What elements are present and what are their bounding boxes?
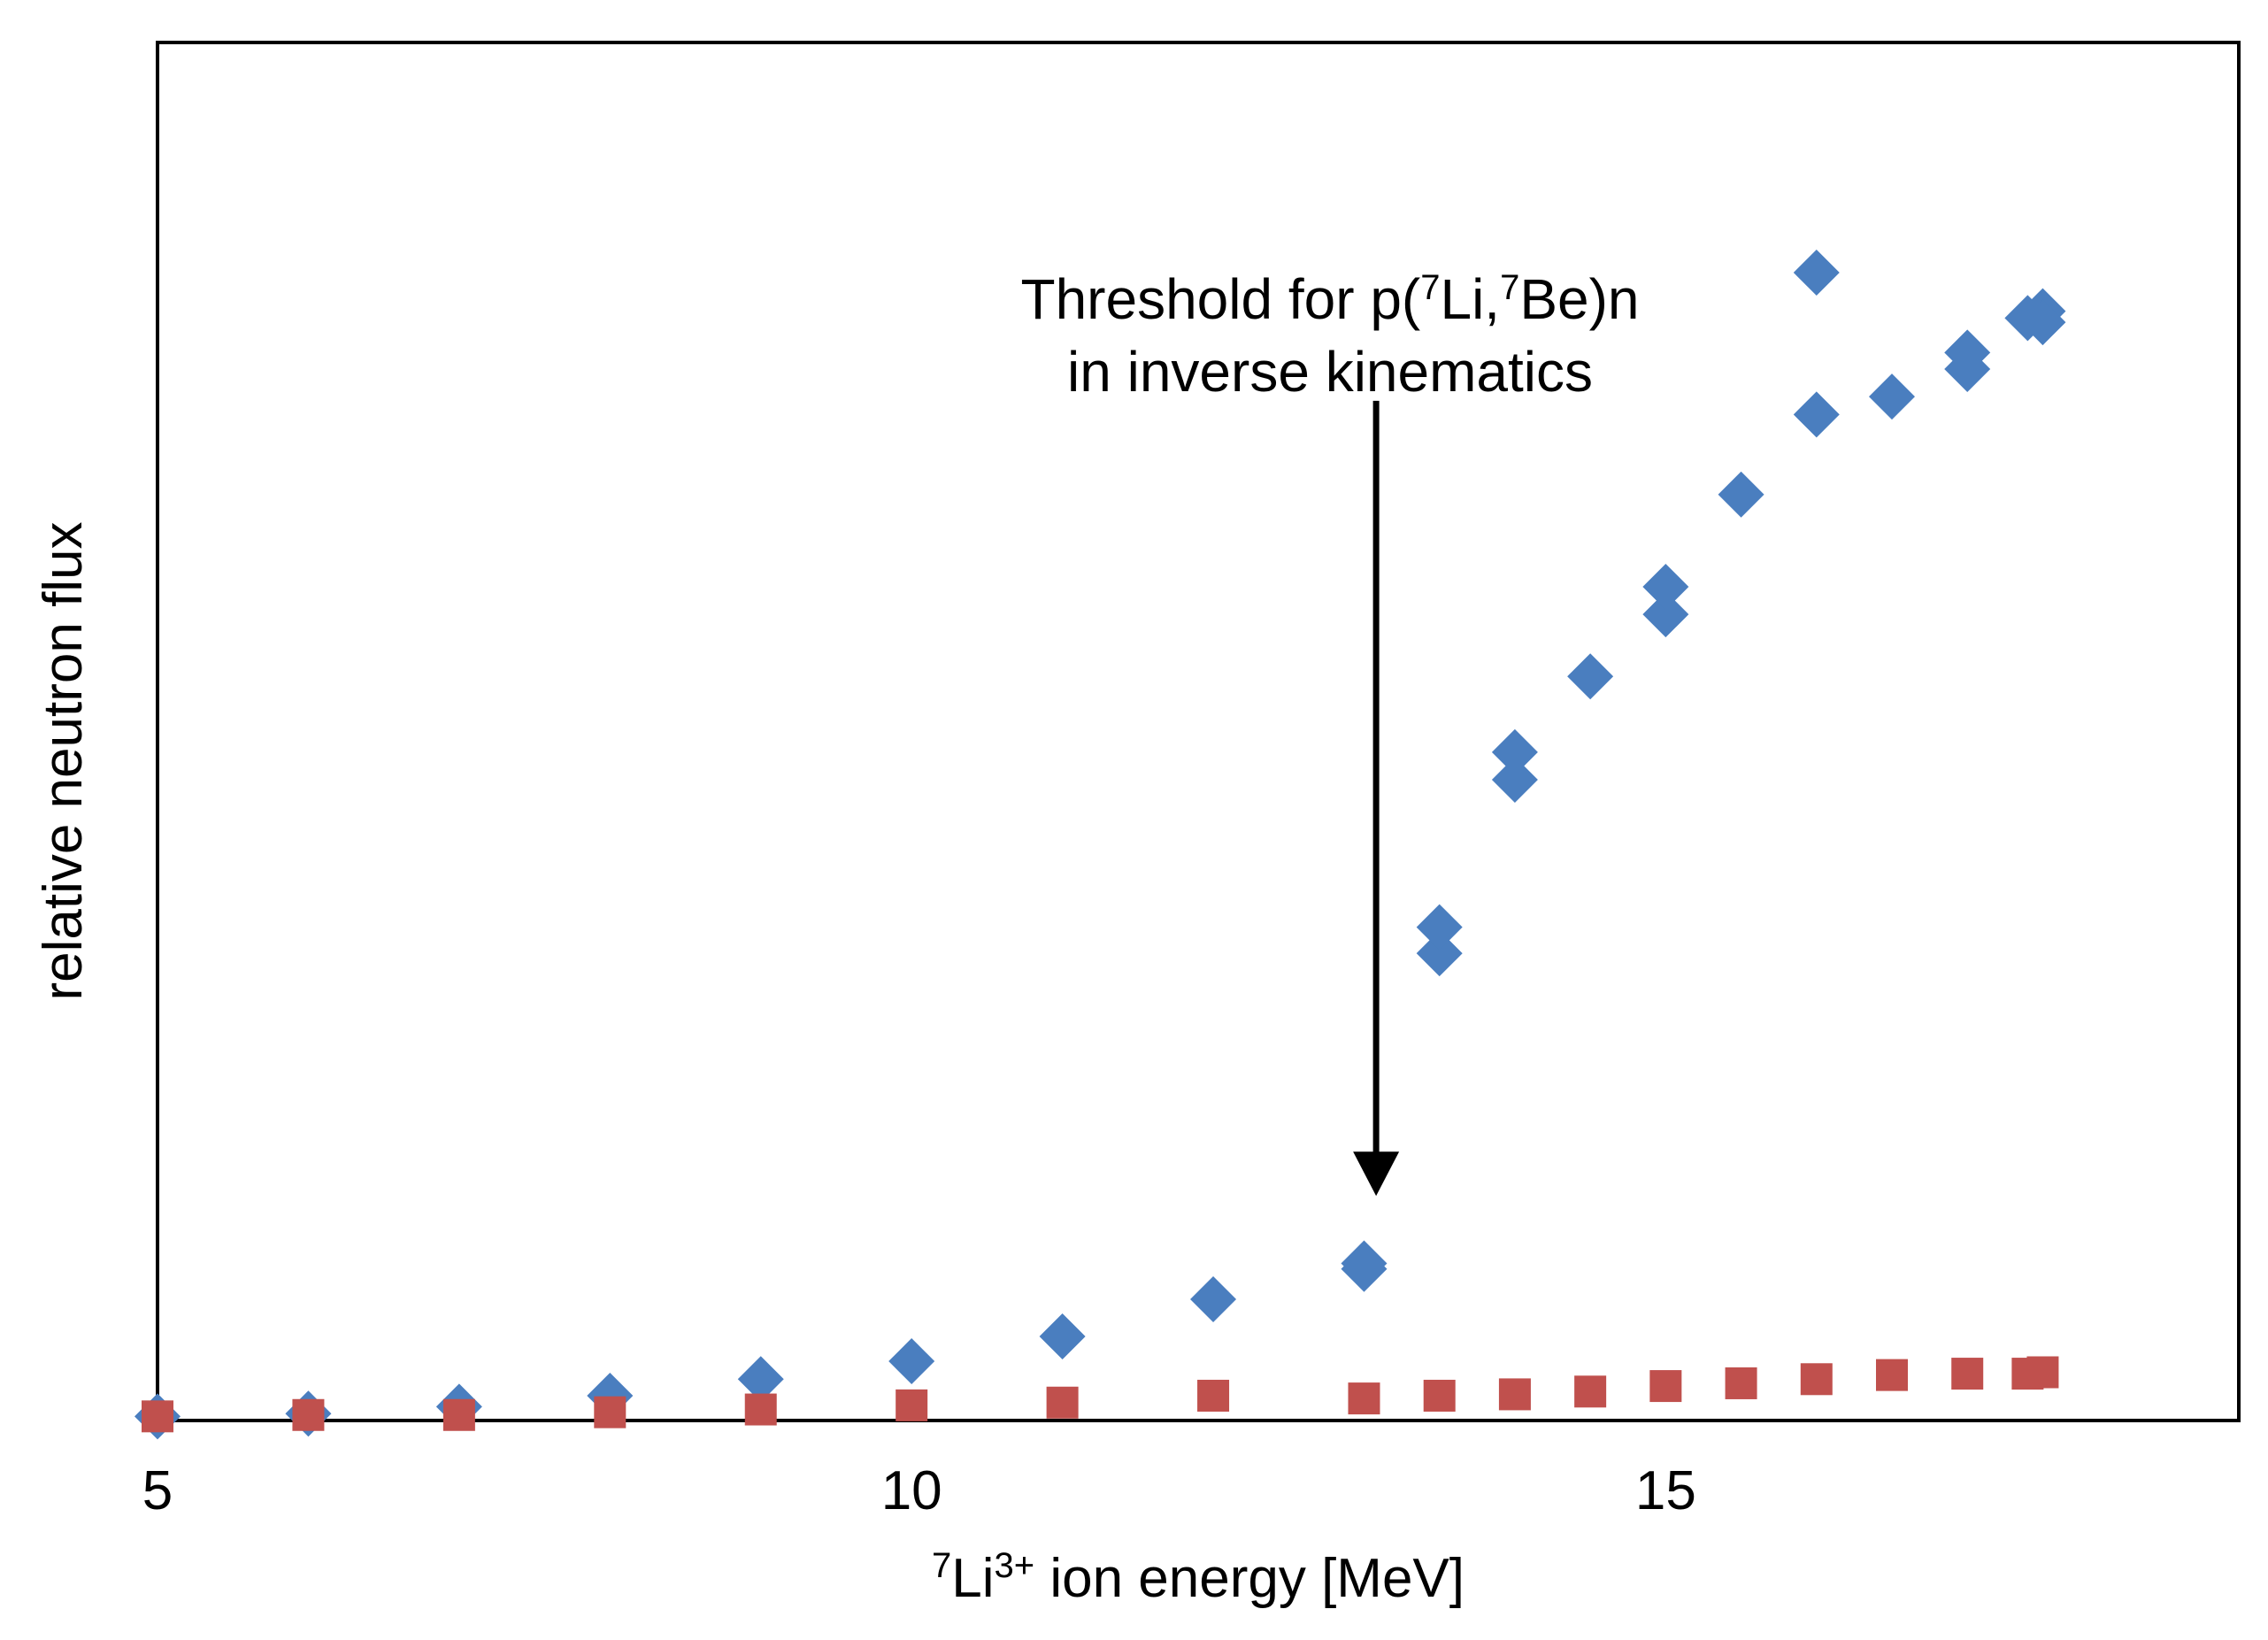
diamond-point: [1190, 1275, 1237, 1322]
x-axis-ticks: 5 10 15: [142, 1460, 1696, 1521]
diamond-point: [1718, 471, 1764, 518]
diamond-point: [1642, 564, 1689, 611]
square-point: [1423, 1379, 1456, 1412]
annotation-line-2: in inverse kinematics: [1067, 340, 1593, 404]
diamond-point: [1416, 930, 1463, 977]
x-tick-label-5: 5: [142, 1460, 173, 1521]
square-point: [896, 1389, 928, 1421]
plot-frame: [156, 41, 2241, 1422]
annotation-superscript-7b: 7: [1500, 268, 1519, 307]
annotation-superscript-7a: 7: [1420, 268, 1440, 307]
square-point: [1498, 1378, 1531, 1411]
x-axis-label-superscript-charge: 3+: [994, 1546, 1034, 1585]
annotation-line-1: Threshold for p(7Li,7Be)n: [1020, 267, 1639, 331]
diamond-point: [737, 1356, 784, 1403]
square-point: [1951, 1358, 1984, 1390]
diamond-point: [1039, 1313, 1086, 1360]
diamond-point: [1793, 391, 1840, 438]
x-tick-label-15: 15: [1635, 1460, 1696, 1521]
series-red-squares: [142, 1356, 2059, 1433]
x-axis-label-unit: ion energy [MeV]: [1034, 1548, 1465, 1609]
diamond-point: [1944, 329, 1991, 376]
y-axis-label: relative neutron flux: [33, 521, 94, 1000]
threshold-arrow-head: [1353, 1151, 1400, 1197]
diamond-point: [1642, 591, 1689, 638]
diamond-point: [2019, 299, 2066, 346]
diamond-point: [1341, 1240, 1388, 1287]
square-point: [2026, 1356, 2059, 1389]
square-point: [594, 1396, 627, 1428]
square-point: [1197, 1379, 1230, 1412]
diamond-point: [1416, 904, 1463, 951]
square-point: [442, 1398, 475, 1431]
diamond-point: [1491, 756, 1538, 803]
square-point: [1046, 1386, 1079, 1419]
annotation-line-1-mid: Li,: [1440, 267, 1500, 331]
x-axis-label: 7Li3+ ion energy [MeV]: [932, 1546, 1465, 1609]
square-point: [1800, 1363, 1833, 1396]
diamond-point: [1869, 373, 1915, 420]
square-point: [1348, 1382, 1380, 1415]
x-axis-label-superscript-7: 7: [932, 1546, 951, 1585]
diamond-point: [888, 1338, 935, 1385]
square-point: [1876, 1359, 1908, 1391]
square-point: [292, 1398, 325, 1431]
square-point: [142, 1400, 173, 1433]
series-blue-diamonds: [135, 250, 2066, 1440]
square-point: [744, 1393, 777, 1426]
diamond-point: [1793, 250, 1840, 296]
threshold-annotation: Threshold for p(7Li,7Be)n in inverse kin…: [1020, 267, 1640, 1197]
annotation-line-1-post: Be)n: [1519, 267, 1639, 331]
square-point: [1725, 1367, 1757, 1399]
x-tick-label-10: 10: [881, 1460, 942, 1521]
square-point: [1649, 1370, 1682, 1403]
annotation-line-1-pre: Threshold for p(: [1020, 267, 1420, 331]
diamond-point: [1491, 728, 1538, 775]
square-point: [1574, 1375, 1607, 1408]
x-axis-label-element: Li: [951, 1548, 994, 1609]
diamond-point: [1567, 653, 1614, 700]
